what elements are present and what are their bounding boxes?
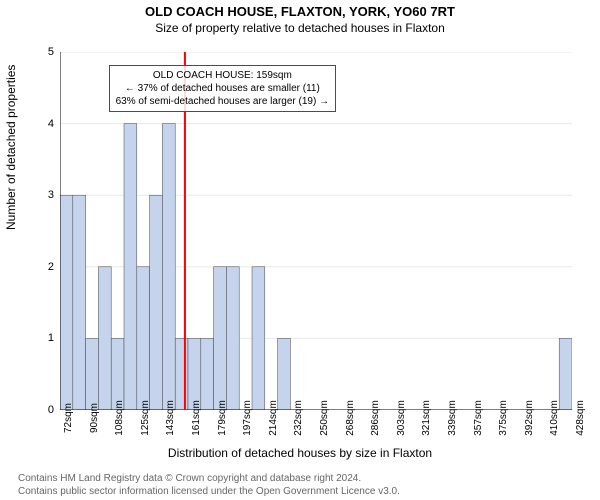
x-tick-label: 250sqm: [319, 400, 330, 436]
annotation-box: OLD COACH HOUSE: 159sqm← 37% of detached…: [109, 65, 336, 112]
x-tick-label: 357sqm: [473, 400, 484, 436]
y-tick-label: 3: [48, 189, 54, 201]
y-tick-label: 2: [48, 261, 54, 273]
y-tick-label: 0: [48, 404, 54, 416]
x-tick-label: 428sqm: [575, 400, 586, 436]
x-tick-label: 179sqm: [217, 400, 228, 436]
x-tick-label: 268sqm: [345, 400, 356, 436]
x-tick-label: 321sqm: [421, 400, 432, 436]
x-tick-label: 339sqm: [447, 400, 458, 436]
x-tick-label: 375sqm: [498, 400, 509, 436]
footer-line-1: Contains HM Land Registry data © Crown c…: [18, 472, 600, 485]
x-tick-label: 143sqm: [165, 400, 176, 436]
annotation-line: OLD COACH HOUSE: 159sqm: [116, 69, 329, 82]
page-subtitle: Size of property relative to detached ho…: [0, 21, 600, 35]
x-tick-label: 108sqm: [114, 400, 125, 436]
footer-line-2: Contains public sector information licen…: [18, 485, 600, 498]
x-tick-label: 410sqm: [549, 400, 560, 436]
x-tick-label: 214sqm: [268, 400, 279, 436]
y-axis-label: Number of detached properties: [4, 65, 18, 230]
x-tick-label: 232sqm: [293, 400, 304, 436]
x-tick-label: 125sqm: [140, 400, 151, 436]
x-tick-label: 286sqm: [370, 400, 381, 436]
x-tick-label: 72sqm: [63, 403, 74, 433]
annotation-line: ← 37% of detached houses are smaller (11…: [116, 82, 329, 95]
y-tick-label: 5: [48, 46, 54, 58]
y-tick-label: 4: [48, 118, 54, 130]
x-tick-label: 392sqm: [524, 400, 535, 436]
page-title: OLD COACH HOUSE, FLAXTON, YORK, YO60 7RT: [0, 4, 600, 19]
x-tick-label: 90sqm: [89, 403, 100, 433]
footer-attribution: Contains HM Land Registry data © Crown c…: [0, 472, 600, 498]
annotation-line: 63% of semi-detached houses are larger (…: [116, 95, 329, 108]
x-tick-label: 197sqm: [242, 400, 253, 436]
x-tick-label: 161sqm: [191, 400, 202, 436]
x-axis-label: Distribution of detached houses by size …: [0, 446, 600, 460]
x-tick-label: 303sqm: [396, 400, 407, 436]
y-tick-label: 1: [48, 332, 54, 344]
